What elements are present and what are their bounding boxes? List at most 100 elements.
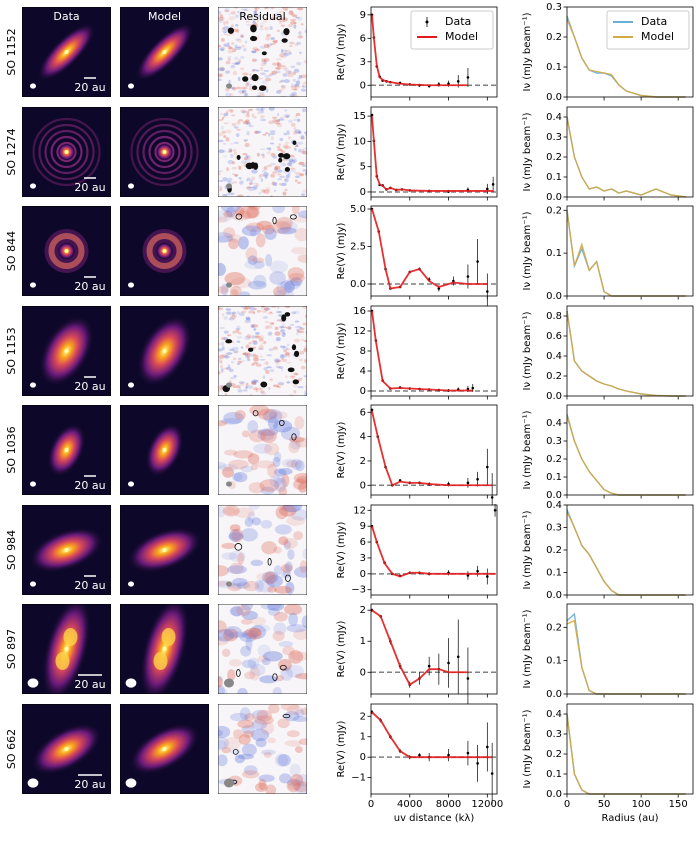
y-tick-label: 0 bbox=[360, 752, 366, 763]
residual-blob bbox=[221, 648, 231, 658]
residual-blob bbox=[238, 177, 242, 180]
residual-blob bbox=[263, 69, 270, 72]
beam bbox=[30, 282, 36, 288]
residual-blob bbox=[280, 329, 285, 333]
residual-blob bbox=[293, 566, 307, 578]
disk-image: 20 au bbox=[22, 604, 111, 694]
residual-blob bbox=[258, 338, 264, 342]
residual-blob bbox=[271, 70, 278, 75]
residual-contour bbox=[253, 162, 259, 170]
residual-blob bbox=[293, 390, 296, 393]
residual-blob bbox=[275, 365, 281, 369]
residual-blob bbox=[238, 59, 241, 64]
residual-blob bbox=[269, 130, 276, 133]
residual-blob bbox=[230, 11, 236, 15]
residual-blob bbox=[229, 109, 234, 113]
residual-blob bbox=[231, 313, 235, 317]
residual-blob bbox=[248, 124, 254, 128]
residual-blob bbox=[298, 482, 307, 493]
residual-blob bbox=[263, 751, 272, 758]
y-tick-label: 0 bbox=[360, 187, 366, 198]
plot-area bbox=[567, 704, 693, 794]
residual-blob bbox=[254, 715, 274, 725]
residual-blob bbox=[223, 21, 226, 26]
residual-blob bbox=[262, 154, 265, 159]
residual-blob bbox=[257, 655, 269, 663]
residual-blob bbox=[288, 612, 299, 627]
residual-blob bbox=[253, 382, 257, 386]
residual-blob bbox=[223, 737, 242, 750]
residual-blob bbox=[266, 147, 272, 150]
residual-blob bbox=[230, 285, 242, 296]
residual-blob bbox=[270, 182, 278, 185]
residual-blob bbox=[281, 505, 301, 513]
residual-blob bbox=[246, 334, 252, 339]
y-tick-label: 0 bbox=[360, 667, 366, 678]
residual-blob bbox=[281, 49, 288, 52]
data-point bbox=[476, 260, 479, 263]
residual-blob bbox=[293, 781, 307, 793]
residual-blob bbox=[233, 173, 239, 177]
residual-blob bbox=[257, 387, 264, 391]
residual-blob bbox=[218, 57, 223, 61]
scale-bar-label: 20 au bbox=[74, 380, 105, 393]
residual-blob bbox=[303, 59, 307, 64]
residual-blob bbox=[246, 23, 252, 27]
residual-blob bbox=[220, 125, 225, 130]
residual-image bbox=[218, 306, 307, 396]
residual-blob bbox=[227, 45, 232, 50]
disk-center bbox=[64, 249, 69, 253]
residual-blob bbox=[304, 359, 307, 363]
residual-blob bbox=[219, 326, 226, 330]
y-tick-label: 0.4 bbox=[546, 500, 562, 511]
residual-blob bbox=[251, 176, 255, 181]
residual-blob bbox=[305, 161, 307, 165]
y-tick-label: 0.1 bbox=[546, 769, 562, 780]
row-label: SO 1036 bbox=[5, 426, 18, 473]
residual-blob bbox=[271, 181, 275, 186]
residual-blob bbox=[279, 89, 284, 92]
residual-blob bbox=[267, 311, 274, 315]
residual-blob bbox=[223, 367, 229, 370]
y-tick-label: 12 bbox=[353, 505, 366, 516]
residual-blob bbox=[229, 93, 234, 97]
residual-blob bbox=[290, 169, 297, 173]
residual-blob bbox=[251, 719, 268, 730]
residual-blob bbox=[228, 317, 235, 321]
residual-blob bbox=[218, 179, 221, 182]
residual-blob bbox=[243, 140, 247, 143]
residual-blob bbox=[218, 348, 223, 352]
residual-blob bbox=[302, 84, 305, 88]
residual-blob bbox=[273, 358, 280, 363]
disk-ring bbox=[38, 123, 95, 181]
disk-center bbox=[64, 349, 69, 353]
residual-blob bbox=[302, 322, 307, 326]
residual-blob bbox=[280, 31, 284, 35]
residual-blob bbox=[272, 630, 285, 642]
residual-blob bbox=[218, 262, 226, 277]
y-tick-label: 9 bbox=[360, 521, 366, 532]
scale-bar-label: 20 au bbox=[74, 579, 105, 592]
residual-blob bbox=[229, 712, 249, 722]
residual-blob bbox=[282, 7, 289, 11]
data-point bbox=[493, 508, 497, 512]
y-tick-label: 0 bbox=[360, 386, 366, 397]
residual-blob bbox=[281, 85, 286, 90]
residual-blob bbox=[287, 162, 293, 167]
residual-blob bbox=[269, 475, 282, 488]
residual-blob bbox=[218, 171, 221, 176]
residual-blob bbox=[300, 74, 307, 79]
residual-blob bbox=[243, 8, 249, 12]
residual-blob bbox=[224, 272, 246, 286]
residual-blob bbox=[218, 216, 228, 223]
residual-blob bbox=[299, 51, 302, 54]
residual-blob bbox=[238, 312, 245, 317]
residual-blob bbox=[229, 376, 236, 380]
residual-image bbox=[218, 505, 307, 595]
residual-blob bbox=[265, 88, 269, 93]
residual-blob bbox=[240, 109, 247, 114]
residual-blob bbox=[269, 25, 273, 31]
residual-blob bbox=[245, 121, 249, 125]
residual-blob bbox=[286, 348, 290, 351]
residual-blob bbox=[282, 505, 303, 513]
